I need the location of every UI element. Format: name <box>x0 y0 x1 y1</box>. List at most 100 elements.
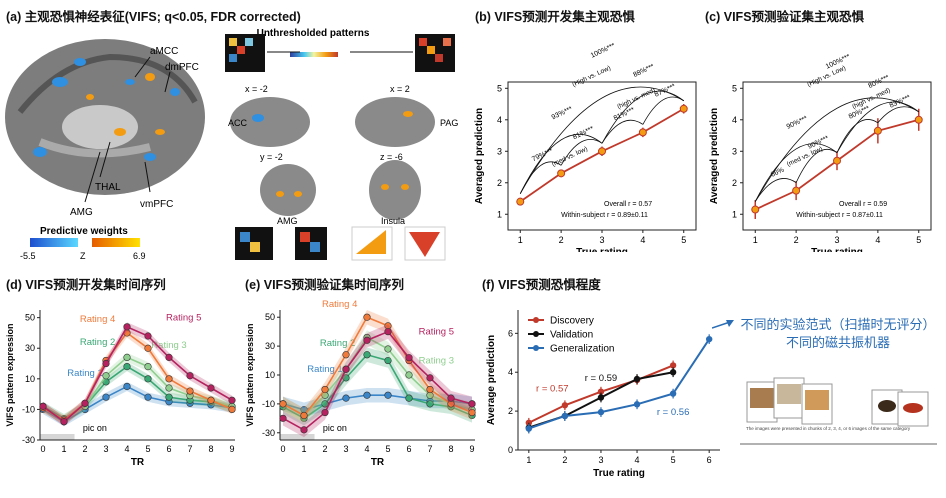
data-point <box>103 394 110 401</box>
data-point <box>793 187 800 194</box>
data-point <box>680 105 687 112</box>
colorbar-title: Predictive weights <box>40 226 128 237</box>
ytick-label-2: 2 <box>497 178 502 188</box>
arc-note-high-low: (High vs. Low) <box>571 65 612 89</box>
ytick-label-4: 4 <box>497 115 502 125</box>
x-axis-label: TR <box>371 457 385 468</box>
colorbar-mid: Z <box>80 251 86 261</box>
coronal-brain <box>260 164 316 216</box>
y-axis-label: Average prediction <box>486 335 497 425</box>
panel-f-chart: 02461 2 3 4 5 6True ratingAverage predictionD… <box>480 290 730 495</box>
pattern-thumb-acc <box>225 34 265 72</box>
data-point <box>280 415 287 422</box>
data-point <box>124 354 131 361</box>
stimulus-cards <box>747 378 928 426</box>
series-label-4: Rating 4 <box>322 299 357 310</box>
colorbar-negative <box>30 238 78 247</box>
r-label-validation: r = 0.59 <box>585 373 617 384</box>
data-point <box>166 376 173 383</box>
legend-marker-3 <box>533 345 539 351</box>
series-label-3: Rating 3 <box>419 355 454 366</box>
data-point <box>103 360 110 367</box>
data-point <box>469 401 476 408</box>
data-point <box>208 385 215 392</box>
data-point <box>670 390 676 396</box>
pattern-thumb-pag <box>415 34 455 72</box>
ytick-label-10: 10 <box>25 374 35 384</box>
data-point <box>145 394 152 401</box>
ytick-label-50: 50 <box>25 313 35 323</box>
xtick-label-0: 0 <box>280 444 285 454</box>
legend-marker-2 <box>533 331 539 337</box>
panel-a-brain-figure: aMCC dmPFC THAL AMG vmPFC Predictive wei… <box>0 22 470 262</box>
paradigm-caption: The images were presented in chunks of 2… <box>746 426 911 431</box>
arc-label: 88%*** <box>632 63 655 79</box>
view-insula: Insula <box>381 216 405 226</box>
data-point <box>40 403 47 410</box>
ci-band-5 <box>283 324 472 437</box>
xtick-label-1: 1 <box>526 455 531 465</box>
stats-within: Within-subject r = 0.87±0.11 <box>796 212 883 219</box>
data-point <box>145 376 152 383</box>
ytick-label-6: 6 <box>508 328 513 338</box>
label-amcc: aMCC <box>150 46 178 57</box>
y-axis-label: VIFS pattern expression <box>245 323 255 426</box>
view-y: y = -2 <box>260 152 283 162</box>
arc-note-high-med: (high vs. med) <box>616 87 656 111</box>
data-point <box>145 345 152 352</box>
data-point <box>364 314 371 321</box>
data-point <box>406 372 413 379</box>
panel-e-chart: pic on -30 -10 10 30 50 0 1 2 3 4 5 6 7 8 9 TR VIFS patte… <box>240 290 480 495</box>
xtick-label-5: 5 <box>671 455 676 465</box>
arc-label: 93%*** <box>551 106 574 122</box>
series-label-5: Rating 5 <box>419 327 454 338</box>
data-point <box>229 397 236 404</box>
arc-note-med-low: (med vs. low) <box>551 146 589 169</box>
data-point <box>229 406 236 413</box>
xtick-label-1: 1 <box>301 444 306 454</box>
axial-brain <box>369 160 421 220</box>
ytick-label-4: 4 <box>732 115 737 125</box>
arc-note-med-low: (med vs. low) <box>786 146 824 169</box>
arc-label: 100%*** <box>590 42 617 59</box>
data-point <box>406 354 413 361</box>
xtick-label-8: 8 <box>448 444 453 454</box>
stats-within: Within-subject r = 0.89±0.11 <box>561 212 648 219</box>
data-point <box>634 401 640 407</box>
xtick-label-9: 9 <box>229 444 234 454</box>
data-point <box>343 351 350 358</box>
pattern-thumb-insula-right <box>405 227 445 260</box>
xtick-label-5: 5 <box>385 444 390 454</box>
y-axis-label: VIFS pattern expression <box>5 323 15 426</box>
legend-label-1: Discovery <box>550 316 594 327</box>
ytick-label-1: 1 <box>497 209 502 219</box>
xtick-label-6: 6 <box>166 444 171 454</box>
data-point <box>103 372 110 379</box>
xtick-label-6: 6 <box>707 455 712 465</box>
data-point <box>61 418 68 425</box>
xtick-label-3: 3 <box>103 444 108 454</box>
xtick-label-7: 7 <box>427 444 432 454</box>
legend-label-2: Validation <box>550 330 593 341</box>
xtick-label-5: 5 <box>145 444 150 454</box>
data-point <box>598 409 604 415</box>
data-point <box>385 346 392 353</box>
data-point <box>448 395 455 402</box>
xtick-label-4: 4 <box>875 235 880 245</box>
arc-label: 87%*** <box>654 83 677 99</box>
data-point <box>82 400 89 407</box>
legend-label-3: Generalization <box>550 344 614 355</box>
xtick-label-5: 5 <box>916 235 921 245</box>
ytick-label--30: -30 <box>262 428 275 438</box>
colorbar-min: -5.5 <box>20 251 36 261</box>
ytick-label-30: 30 <box>25 343 35 353</box>
xtick-label-3: 3 <box>599 235 604 245</box>
arc-label: 81%*** <box>572 125 595 141</box>
view-x1: x = -2 <box>245 84 268 94</box>
data-point <box>322 386 329 393</box>
xtick-label-4: 4 <box>635 455 640 465</box>
pic-on-bar <box>280 434 315 440</box>
data-point <box>406 395 413 402</box>
panel-d-chart: pic on-30-101030500 1 2 3 4 5 6 7 8 9TRVIFS patte… <box>0 290 240 495</box>
ytick-label--10: -10 <box>262 399 275 409</box>
